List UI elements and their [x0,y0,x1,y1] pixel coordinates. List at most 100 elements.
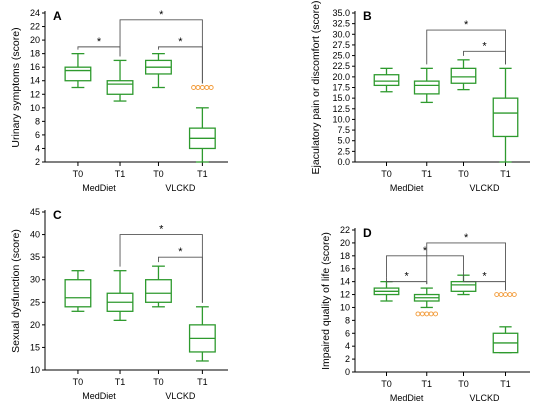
y-tick-label: 15.0 [332,93,350,103]
box-iqr [106,80,134,95]
box-plot-0 [64,270,92,312]
box-plot-1 [413,287,440,317]
y-tick-label: 20 [30,320,40,330]
y-tick-label: 10.0 [332,114,350,124]
x-category-label: T1 [500,379,511,389]
significance-star: * [404,271,409,283]
y-tick-label: 10 [30,103,40,113]
box-iqr [450,67,477,84]
x-category-label: T0 [458,379,469,389]
outlier-point [204,85,210,90]
y-axis-title: Sexual dysfunction (score) [10,229,22,353]
y-tick-label: 14 [340,277,350,287]
y-axis-title: Ejaculatory pain or discomfort (score) [310,1,322,175]
bracket-line [158,46,203,84]
bracket-line [386,255,464,278]
box-plot-3 [492,67,519,163]
y-tick-label: 35.0 [332,8,350,18]
significance-bracket: * [386,271,428,285]
y-tick-label: 10 [30,365,40,375]
x-category-label: T0 [458,169,469,179]
y-tick-label: 0 [345,367,350,377]
panel-letter: C [53,208,62,222]
panel-letter: B [363,9,372,23]
significance-star: * [159,224,164,236]
significance-bracket: * [463,271,506,291]
y-tick-label: 20 [340,238,350,248]
group-label: MedDiet [82,391,116,401]
significance-star: * [464,19,469,31]
panel-letter: A [53,9,62,23]
significance-bracket: * [426,232,506,291]
bracket-line [77,46,121,57]
box-iqr [64,66,92,82]
group-label: VLCKD [165,391,196,401]
significance-bracket: * [386,245,464,278]
x-category-label: T0 [153,169,164,179]
y-tick-label: 6 [345,328,350,338]
box-iqr [373,74,400,87]
y-tick-label: 40 [30,230,40,240]
significance-star: * [464,232,469,244]
panel-d: 0 2 4 6 8 10 12 14 16 18 20 22 Impaired quality of l… [320,225,530,403]
group-label: VLCKD [469,393,500,403]
x-category-label: T0 [73,377,84,387]
x-category-label: T0 [381,379,392,389]
y-tick-label: 15 [30,342,40,352]
y-tick-label: 24 [30,8,40,18]
outlier-point [419,311,425,317]
outlier-point [507,292,513,297]
box-iqr [413,80,440,95]
y-tick-label: 8 [35,116,40,126]
box-plot-1 [413,67,440,104]
panel-letter: D [363,226,372,240]
box-plot-3 [492,292,519,354]
box-iqr [144,279,172,303]
y-tick-label: 10 [340,302,350,312]
significance-bracket: * [158,246,203,303]
bracket-line [119,234,203,303]
box-iqr [492,97,519,138]
x-category-label: T1 [115,377,126,387]
y-axis-title: Urinary symptoms (score) [10,27,22,147]
bracket-line [426,242,506,291]
box-plot-0 [373,67,400,93]
panel-b: 0.02.55.07.510.012.515.017.520.022.525.0… [310,1,530,193]
y-tick-label: 7.5 [337,125,350,135]
y-tick-label: 4 [345,341,350,351]
y-tick-label: 22 [340,225,350,235]
y-tick-label: 20.0 [332,72,350,82]
box-plot-1 [106,59,134,102]
box-plot-2 [144,265,172,308]
significance-star: * [97,36,102,48]
box-iqr [64,279,92,308]
significance-bracket: * [119,9,203,84]
group-label: MedDiet [82,183,116,193]
y-tick-label: 2 [35,157,40,167]
y-tick-label: 35 [30,252,40,262]
y-tick-label: 5.0 [337,136,350,146]
y-tick-label: 12 [340,290,350,300]
outlier-point [428,311,434,317]
outlier-point [208,85,214,90]
significance-bracket: * [158,36,203,84]
y-tick-label: 6 [35,130,40,140]
x-category-label: T1 [197,377,208,387]
outlier-point [195,85,201,90]
y-tick-label: 18 [340,251,350,261]
y-tick-label: 20 [30,35,40,45]
box-plot-2 [144,52,172,89]
x-category-label: T1 [421,169,432,179]
group-label: MedDiet [390,183,424,193]
significance-star: * [423,245,428,257]
x-category-label: T0 [153,377,164,387]
y-tick-label: 25 [30,297,40,307]
y-tick-label: 22 [30,22,40,32]
y-tick-label: 14 [30,76,40,86]
y-tick-label: 25.0 [332,51,350,61]
box-plot-3 [188,85,216,163]
significance-star: * [178,36,183,48]
panel-c: 10 15 20 25 30 35 40 45 Sexual dysfunction (scor… [10,207,228,401]
y-tick-label: 45 [30,207,40,217]
